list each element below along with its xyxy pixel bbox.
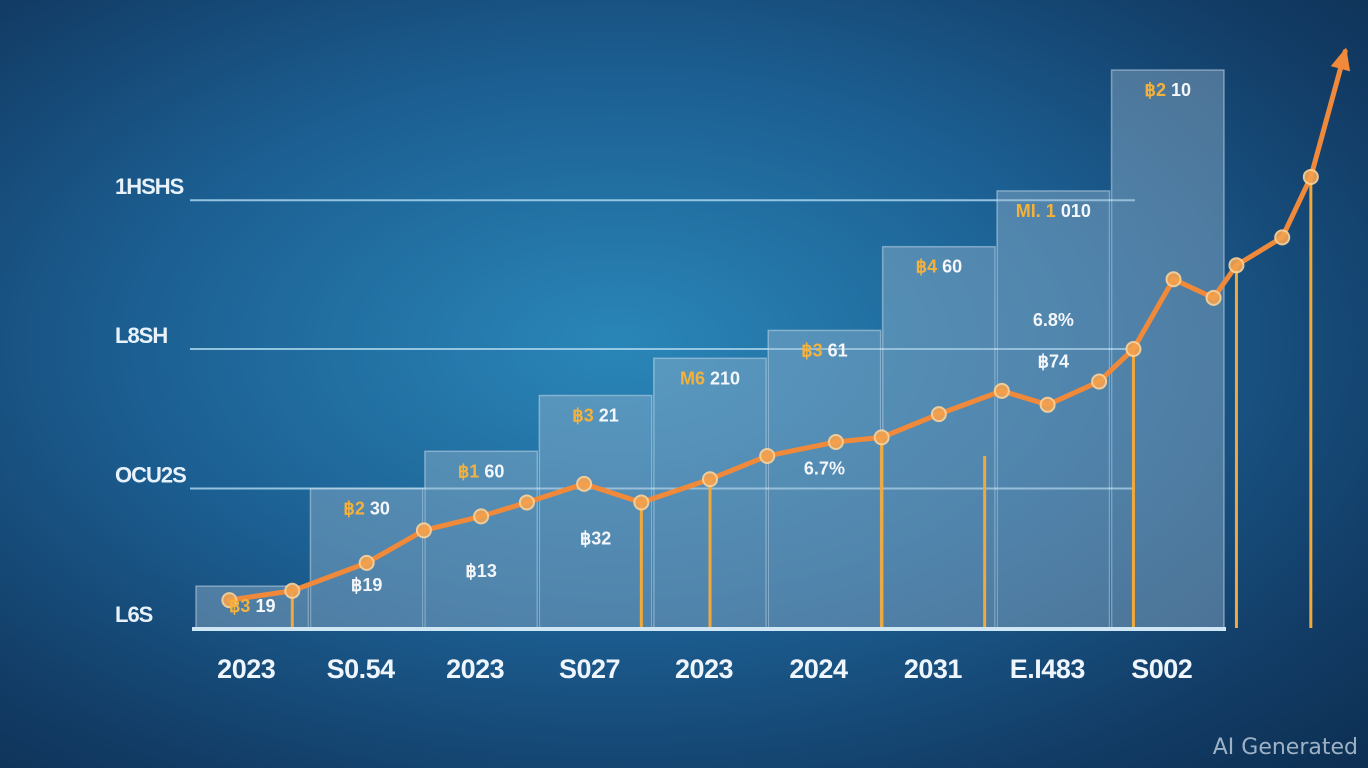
- x-tick-label-0: 2023: [217, 654, 276, 684]
- bar-top-label-accent-8: ฿2: [1145, 80, 1171, 100]
- bar-top-label-3: ฿3 21: [572, 406, 619, 426]
- line-point-19: [1228, 257, 1245, 274]
- bar-top-label-value-6: 60: [942, 257, 962, 277]
- x-tick-label-8: S002: [1131, 654, 1192, 684]
- line-point-15: [1091, 373, 1108, 390]
- bar-3: [538, 394, 653, 629]
- bar-top-label-4: M6 210: [680, 368, 740, 388]
- stems: [290, 176, 1313, 628]
- bar-top-label-accent-0: ฿3: [229, 596, 255, 616]
- bar-top-label-accent-3: ฿3: [572, 406, 598, 426]
- y-tick-label-2: L8SH: [115, 323, 167, 348]
- line-point-9: [759, 447, 776, 464]
- bar-top-label-accent-6: ฿4: [916, 257, 942, 277]
- line-point-3: [415, 522, 432, 539]
- bar-top-label-accent-1: ฿2: [343, 499, 369, 519]
- bar-top-label-1: ฿2 30: [343, 499, 390, 519]
- data-labels: ฿3 19 ฿2 30 ฿1 60 ฿3 21 M6 210 ฿3 61 ฿4 60 MI. …: [229, 80, 1191, 616]
- bar-top-label-accent-5: ฿3: [801, 340, 827, 360]
- x-tick-label-5: 2024: [789, 654, 848, 684]
- line-point-13: [993, 382, 1010, 399]
- annotation-0: 6.8%: [1033, 310, 1074, 330]
- bars: [195, 69, 1225, 629]
- bar-top-label-value-8: 10: [1171, 80, 1191, 100]
- bar-inner-label-7: ฿74: [1038, 352, 1069, 372]
- y-tick-label-0: L6S: [115, 602, 153, 627]
- line-point-21: [1302, 168, 1319, 185]
- line-point-12: [930, 406, 947, 423]
- bar-inner-label-2: ฿13: [465, 561, 496, 581]
- bar-top-label-value-4: 210: [710, 368, 740, 388]
- bar-top-label-6: ฿4 60: [916, 257, 963, 277]
- bar-top-label-2: ฿1 60: [458, 461, 505, 481]
- x-tick-label-6: 2031: [904, 654, 963, 684]
- x-tick-label-1: S0.54: [327, 654, 396, 684]
- bar-top-label-7: MI. 1 010: [1016, 201, 1091, 221]
- x-axis-ticks: 2023 S0.54 2023 S027 2023 2024 2031 E.I483 S002: [217, 654, 1193, 684]
- line-point-16: [1125, 341, 1142, 357]
- bar-6: [881, 245, 996, 629]
- bar-inner-label-1: ฿19: [351, 575, 382, 595]
- bar-top-label-accent-4: M6: [680, 368, 710, 388]
- line-point-7: [633, 494, 650, 511]
- bar-top-label-value-7: 010: [1061, 201, 1091, 221]
- x-tick-label-7: E.I483: [1010, 654, 1086, 684]
- line-point-20: [1274, 229, 1291, 246]
- trend-arrow-head: [1330, 47, 1351, 72]
- x-tick-label-4: 2023: [675, 654, 734, 684]
- bar-top-label-value-1: 30: [370, 499, 390, 519]
- line-point-14: [1039, 396, 1056, 413]
- bar-2: [424, 450, 539, 629]
- y-tick-label-1: OCU2S: [115, 463, 186, 488]
- bar-top-label-accent-7: MI. 1: [1016, 201, 1061, 221]
- line-point-5: [518, 494, 535, 511]
- bar-top-label-value-2: 60: [484, 461, 504, 481]
- bar-top-label-5: ฿3 61: [801, 340, 848, 360]
- bar-top-label-value-0: 19: [255, 596, 275, 616]
- line-point-11: [873, 429, 890, 446]
- trend-line: [221, 47, 1351, 609]
- bar-top-label-8: ฿2 10: [1145, 80, 1192, 100]
- watermark-text: AI Generated: [1212, 735, 1358, 760]
- line-point-1: [284, 582, 301, 599]
- x-tick-label-2: 2023: [446, 654, 505, 684]
- line-point-18: [1205, 289, 1222, 306]
- x-tick-label-3: S027: [559, 654, 620, 684]
- bar-top-label-accent-2: ฿1: [458, 461, 484, 481]
- line-point-17: [1165, 271, 1182, 288]
- bar-top-label-0: ฿3 19: [229, 596, 276, 616]
- line-point-8: [702, 471, 718, 488]
- bar-top-label-value-5: 61: [828, 340, 848, 360]
- bar-top-label-value-3: 21: [599, 406, 619, 426]
- line-point-10: [827, 434, 844, 450]
- line-point-2: [358, 554, 375, 571]
- line-point-4: [473, 508, 490, 525]
- line-point-0: [221, 592, 238, 609]
- bar-inner-label-5: 6.7%: [804, 459, 845, 479]
- y-tick-label-3: 1HSHS: [115, 174, 184, 199]
- bar-inner-label-3: ฿32: [580, 528, 611, 548]
- bar-5: [767, 329, 882, 629]
- y-axis-ticks: L6S OCU2S L8SH 1HSHS: [115, 174, 187, 627]
- line-point-6: [576, 475, 593, 492]
